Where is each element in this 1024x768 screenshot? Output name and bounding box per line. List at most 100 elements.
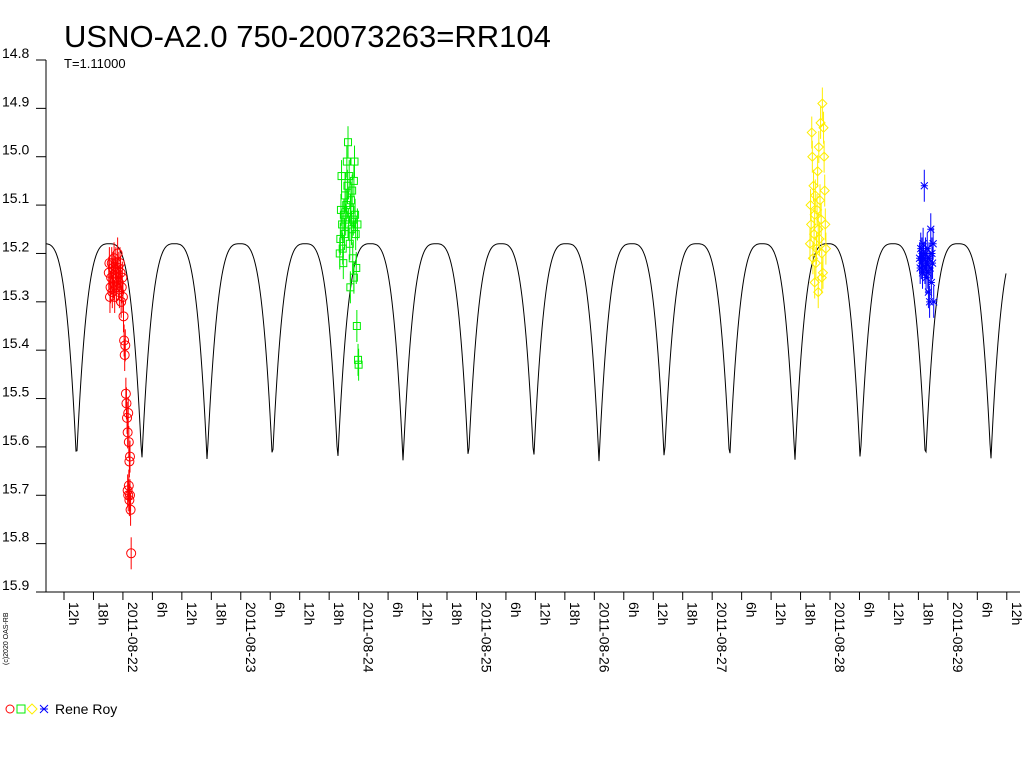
data-point — [337, 172, 346, 181]
data-point — [121, 398, 132, 409]
data-point — [928, 249, 936, 258]
y-tick-label: 15.5 — [2, 384, 29, 400]
data-point — [354, 360, 363, 369]
data-point — [354, 355, 363, 364]
x-tick-label: 6h — [861, 602, 877, 618]
x-tick-label: 6h — [272, 602, 288, 618]
x-tick-label: 2011-08-25 — [478, 602, 494, 673]
x-tick-label: 12h — [773, 602, 789, 625]
y-tick-label: 14.8 — [2, 45, 29, 61]
data-point — [125, 504, 136, 515]
data-point — [809, 277, 820, 288]
data-point — [118, 311, 129, 322]
y-tick-label: 14.9 — [2, 93, 29, 109]
data-point — [928, 259, 937, 267]
x-tick-label: 12h — [302, 602, 318, 625]
data-point — [336, 234, 345, 243]
model-curve-line — [45, 243, 1007, 462]
x-tick-label: 2011-08-29 — [950, 602, 966, 673]
data-point — [341, 191, 350, 200]
data-point — [349, 273, 358, 282]
data-point — [929, 239, 937, 248]
data-point — [124, 490, 135, 501]
data-point — [122, 412, 133, 423]
y-tick-label: 15.6 — [2, 432, 29, 448]
y-tick-label: 15.0 — [2, 142, 29, 158]
data-point — [817, 267, 829, 279]
y-tick-label: 15.9 — [2, 577, 29, 593]
data-point — [344, 220, 353, 229]
x-tick-label: 18h — [95, 602, 111, 625]
series-square — [335, 126, 363, 381]
series-circle — [103, 237, 137, 570]
y-tick-label: 15.8 — [2, 529, 29, 545]
data-point — [340, 230, 349, 239]
x-tick-label: 18h — [685, 602, 701, 625]
x-tick-label: 12h — [66, 602, 82, 625]
data-point — [351, 230, 360, 239]
data-point — [338, 244, 347, 253]
data-point — [124, 495, 135, 506]
x-tick-label: 12h — [537, 602, 553, 625]
data-point — [816, 272, 827, 283]
data-point — [804, 238, 816, 249]
data-point — [805, 199, 816, 211]
data-point — [353, 220, 362, 229]
x-tick-label: 12h — [1009, 602, 1024, 625]
data-point — [814, 233, 825, 245]
data-point — [349, 176, 358, 185]
x-tick-label: 18h — [331, 602, 347, 625]
data-point — [345, 239, 354, 248]
data-point — [351, 210, 360, 219]
data-point — [346, 196, 355, 205]
y-tick-label: 15.7 — [2, 480, 29, 496]
y-tick-label: 15.3 — [2, 287, 29, 303]
x-tick-label: 18h — [567, 602, 583, 625]
x-tick-label: 2011-08-28 — [832, 602, 848, 673]
data-point — [116, 282, 127, 293]
x-tick-label: 6h — [744, 602, 760, 618]
data-point — [339, 210, 348, 219]
x-tick-label: 18h — [920, 602, 936, 625]
data-point — [342, 157, 351, 166]
data-point — [123, 437, 134, 448]
data-point — [344, 138, 353, 147]
data-point — [120, 340, 131, 351]
data-point — [120, 388, 131, 399]
data-point — [819, 185, 830, 196]
x-tick-label: 6h — [626, 602, 642, 618]
axes — [45, 60, 1020, 593]
x-tick-label: 6h — [390, 602, 406, 618]
data-point — [345, 172, 354, 181]
x-tick-label: 6h — [508, 602, 524, 618]
data-point — [114, 258, 125, 269]
x-tick-label: 12h — [655, 602, 671, 625]
data-point — [920, 181, 929, 190]
data-point — [115, 267, 126, 278]
data-point — [349, 215, 358, 224]
legend-marker-square — [16, 704, 26, 714]
data-point — [122, 427, 133, 438]
data-point — [820, 219, 831, 230]
model-curve — [45, 243, 1007, 462]
data-point — [116, 296, 127, 307]
data-point — [814, 195, 826, 206]
x-tick-label: 12h — [420, 602, 436, 625]
data-point — [341, 215, 350, 224]
chart-title: USNO-A2.0 750-20073263=RR104 — [64, 19, 551, 54]
x-tick-label: 6h — [979, 602, 995, 618]
series-diamond — [804, 87, 832, 309]
x-tick-label: 12h — [184, 602, 200, 625]
data-points — [103, 87, 938, 570]
data-point — [807, 151, 818, 162]
data-point — [126, 548, 137, 559]
data-point — [820, 243, 832, 254]
data-point — [929, 297, 938, 306]
y-axis-ticks: 14.8 14.9 15.0 15.1 15.2 15.3 15.4 15.5 15.6 15.7… — [2, 45, 46, 593]
data-point — [123, 480, 134, 491]
data-point — [812, 166, 823, 177]
legend-markers — [5, 703, 49, 715]
data-point — [123, 408, 134, 419]
data-point — [342, 201, 351, 210]
